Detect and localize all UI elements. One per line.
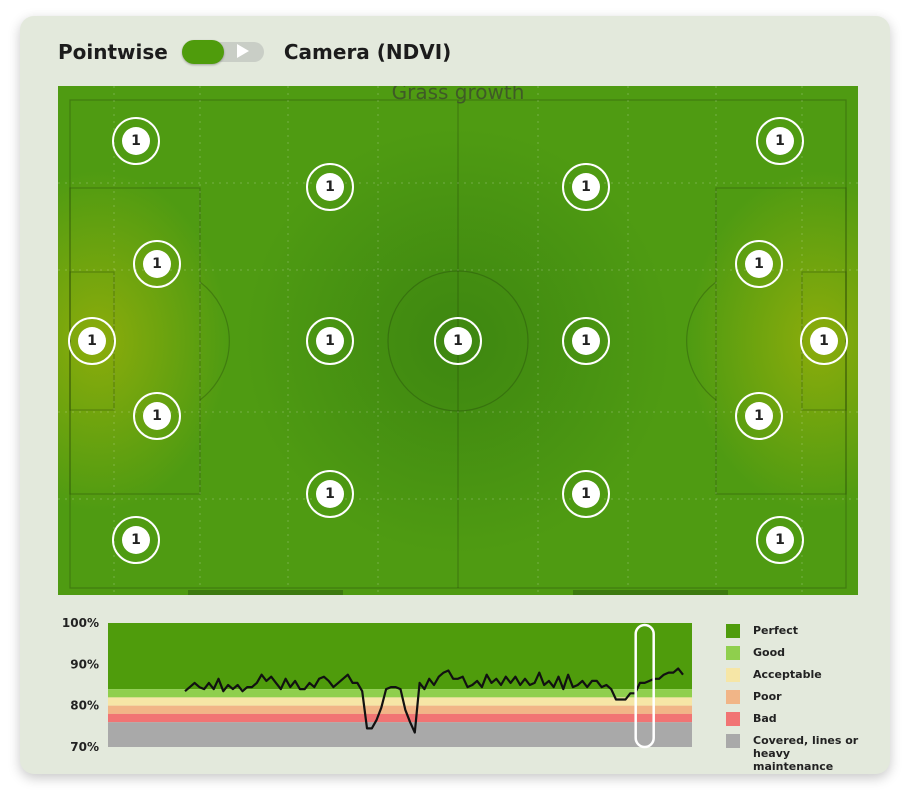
band-1 — [108, 689, 692, 698]
field-title: Grass growth — [391, 86, 525, 104]
sensor-marker[interactable]: 1 — [68, 317, 116, 365]
y-tick-label: 70% — [70, 740, 99, 754]
legend-swatch — [726, 624, 740, 638]
legend-label: Poor — [753, 690, 782, 703]
sensor-marker[interactable]: 1 — [306, 470, 354, 518]
sensor-marker[interactable]: 1 — [112, 516, 160, 564]
sensor-value: 1 — [572, 327, 600, 355]
sensor-value: 1 — [122, 526, 150, 554]
sensor-marker[interactable]: 1 — [112, 117, 160, 165]
sensor-value: 1 — [766, 526, 794, 554]
chart-bands — [108, 623, 692, 747]
legend-item: Covered, lines or heavy maintenance — [726, 732, 886, 773]
legend-swatch — [726, 712, 740, 726]
y-tick-label: 90% — [70, 657, 99, 671]
sensor-value: 1 — [316, 327, 344, 355]
grass-growth-chart: 100% 90% 80% 70% — [62, 616, 692, 754]
chart-legend: Perfect Good Acceptable Poor Bad Covered, lin… — [726, 622, 886, 773]
sensor-value: 1 — [745, 402, 773, 430]
legend-swatch — [726, 690, 740, 704]
sensor-marker[interactable]: 1 — [562, 317, 610, 365]
sensor-marker[interactable]: 1 — [562, 163, 610, 211]
sensor-marker[interactable]: 1 — [434, 317, 482, 365]
sensor-value: 1 — [78, 327, 106, 355]
sensor-marker[interactable]: 1 — [756, 117, 804, 165]
chart-series — [184, 667, 684, 734]
chart-highlight — [634, 623, 655, 749]
legend-item: Perfect — [726, 622, 886, 644]
band-3 — [108, 705, 692, 714]
play-arrow-icon — [236, 44, 249, 58]
camera-ndvi-label[interactable]: Camera (NDVI) — [283, 40, 452, 64]
sensor-value: 1 — [316, 173, 344, 201]
legend-label: Perfect — [753, 624, 798, 637]
sensor-value: 1 — [572, 480, 600, 508]
legend-label: Good — [753, 646, 786, 659]
legend-label: Bad — [753, 712, 777, 725]
sensor-value: 1 — [572, 173, 600, 201]
pointwise-label[interactable]: Pointwise — [58, 40, 168, 64]
legend-label: Covered, lines or heavy maintenance — [753, 734, 859, 773]
sensor-value: 1 — [810, 327, 838, 355]
sensor-marker[interactable]: 1 — [133, 392, 181, 440]
view-toggle: Pointwise Camera (NDVI) — [58, 36, 451, 68]
y-tick-label: 80% — [70, 699, 99, 713]
legend-item: Good — [726, 644, 886, 666]
legend-label: Acceptable — [753, 668, 822, 681]
band-2 — [108, 697, 692, 706]
mode-switch[interactable] — [181, 40, 264, 64]
sensor-marker[interactable]: 1 — [756, 516, 804, 564]
sensor-marker[interactable]: 1 — [562, 470, 610, 518]
band-0 — [108, 623, 692, 690]
sensor-marker[interactable]: 1 — [735, 240, 783, 288]
sensor-marker[interactable]: 1 — [800, 317, 848, 365]
pitch-map: Grass growth 1 1 1 1 1 1 1 1 1 1 1 1 1 1… — [58, 86, 858, 595]
sensor-value: 1 — [444, 327, 472, 355]
sensor-value: 1 — [143, 402, 171, 430]
sensor-marker[interactable]: 1 — [306, 163, 354, 211]
highlight-handle[interactable] — [634, 623, 655, 749]
sensor-marker[interactable]: 1 — [133, 240, 181, 288]
legend-swatch — [726, 668, 740, 682]
sensor-marker[interactable]: 1 — [306, 317, 354, 365]
sensor-value: 1 — [745, 250, 773, 278]
sensor-value: 1 — [143, 250, 171, 278]
legend-swatch — [726, 734, 740, 748]
legend-item: Bad — [726, 710, 886, 732]
band-5 — [108, 722, 692, 747]
y-tick-label: 100% — [62, 616, 99, 630]
legend-item: Poor — [726, 688, 886, 710]
sensor-value: 1 — [316, 480, 344, 508]
series-line — [184, 667, 684, 734]
y-axis-ticks: 100% 90% 80% 70% — [62, 616, 99, 754]
legend-swatch — [726, 646, 740, 660]
band-4 — [108, 713, 692, 723]
sensor-value: 1 — [766, 127, 794, 155]
legend-item: Acceptable — [726, 666, 886, 688]
switch-knob[interactable] — [181, 40, 224, 64]
sensor-value: 1 — [122, 127, 150, 155]
sensor-marker[interactable]: 1 — [735, 392, 783, 440]
